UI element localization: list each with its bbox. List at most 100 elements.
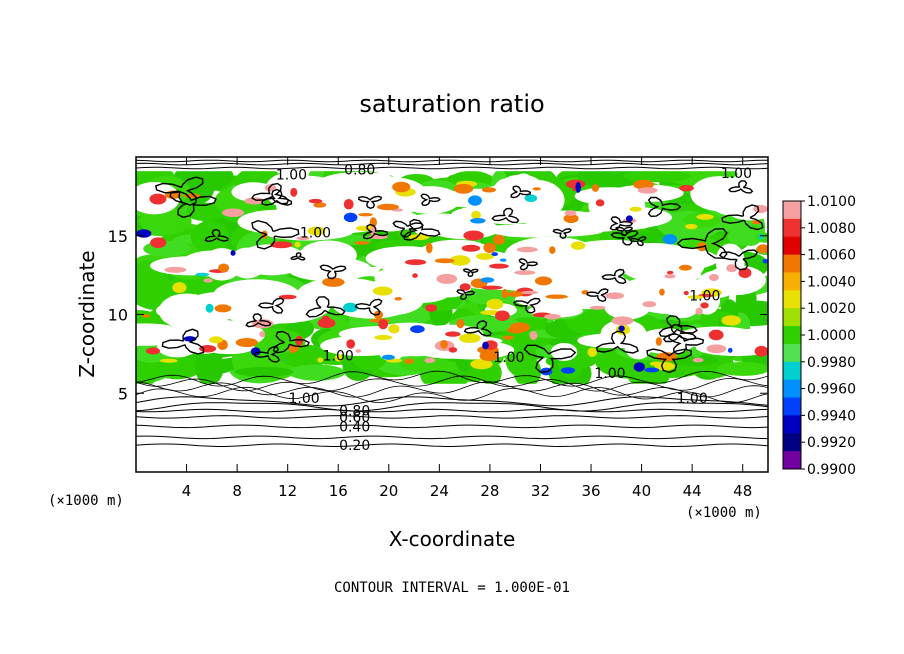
contour-label: 0.20 [339,438,370,454]
clear-air-patch [158,293,215,329]
edge-patch [532,187,541,191]
edge-patch [218,263,230,273]
cold-spot [575,181,581,193]
colorbar-tick-label: 1.0100 [807,194,856,210]
edge-patch [461,244,481,252]
colorbar-tick-label: 0.9900 [807,462,856,478]
colorbar-swatch [783,201,801,220]
contour-label: 1.00 [289,391,320,407]
edge-patch [486,298,504,310]
edge-patch [637,187,658,194]
contour-label: 0.60 [339,410,370,426]
contour-line [658,314,698,338]
colorbar-swatch [783,379,801,399]
contour-line [319,264,347,280]
colorbar-swatch [783,397,801,416]
edge-patch [756,244,768,254]
contour-line [154,176,204,206]
edge-patch [412,273,418,278]
edge-patch [376,203,399,211]
field-patch [716,361,768,376]
contour-line [161,328,205,355]
edge-patch [459,283,471,291]
lower-clear-layer [136,383,768,472]
contour-line [718,249,759,271]
edge-patch [278,294,297,300]
edge-patch [589,305,606,310]
edge-patch [605,292,625,300]
edge-patch [445,331,461,337]
contour-line [136,162,768,166]
edge-patch [434,258,455,264]
cold-spot [250,347,261,356]
edge-patch [659,288,665,296]
edge-patch [453,183,474,194]
y-unit-label: (×1000 m) [48,493,124,509]
contour-line [668,332,705,355]
contour-label: 0.80 [344,163,375,179]
edge-patch [459,333,481,343]
x-tick-label: 36 [581,482,600,500]
y-axis-label: Z-coordinate [75,250,99,377]
field-patch [185,202,226,222]
contour-line [136,424,768,429]
edge-patch [307,226,326,236]
cold-spot [480,277,495,283]
clear-air-patch [193,291,275,306]
edge-patch [754,345,768,357]
edge-patch [160,358,178,363]
contour-line [610,230,639,246]
edge-patch [611,316,634,326]
colorbar-swatch [783,326,801,345]
contour-line [420,193,441,207]
edge-patch [199,345,217,353]
cold-spot [644,367,660,373]
contour-line [257,297,285,314]
contour-label: 1.00 [689,289,720,305]
colorbar-tick-label: 0.9920 [807,435,856,451]
edge-patch [313,202,327,208]
field-patch [571,340,600,368]
cold-spot [343,212,358,223]
x-tick-label: 48 [733,482,752,500]
contour-line [136,402,768,412]
edge-patch [595,199,605,207]
field-patch [755,232,768,243]
edge-patch [150,237,167,249]
contour-line [662,324,697,343]
edge-patch [343,198,354,210]
contour-line [251,219,300,250]
clear-air-patch [712,328,768,351]
edge-patch [374,335,393,341]
edge-patch [544,313,561,320]
edge-patch [685,223,698,230]
edge-patch [494,310,510,321]
contour-line [363,223,389,240]
edge-patch [655,337,662,346]
contour-line [136,159,768,163]
contour-label: 1.00 [276,167,307,183]
contour-line [136,435,768,440]
edge-patch [692,357,704,363]
contour-line [250,182,290,205]
field-patch [288,364,346,381]
edge-patch [695,307,703,315]
edge-patch [317,357,324,363]
edge-patch [146,347,161,355]
contour-line [136,443,768,448]
field-patch [194,348,224,386]
edge-patch [563,213,579,224]
edge-patch [354,241,370,245]
contour-line [136,381,768,398]
edge-patch [294,241,301,248]
edge-patch [520,290,539,295]
edge-patch [706,344,727,354]
edge-patch [388,324,400,334]
contour-interval-note: CONTOUR INTERVAL = 1.000E-01 [334,580,570,596]
edge-patch [449,255,471,266]
contour-line [552,228,572,239]
edge-patch [545,294,568,299]
edge-patch [633,179,654,190]
cold-spot [136,229,152,238]
edge-patch [501,288,508,299]
